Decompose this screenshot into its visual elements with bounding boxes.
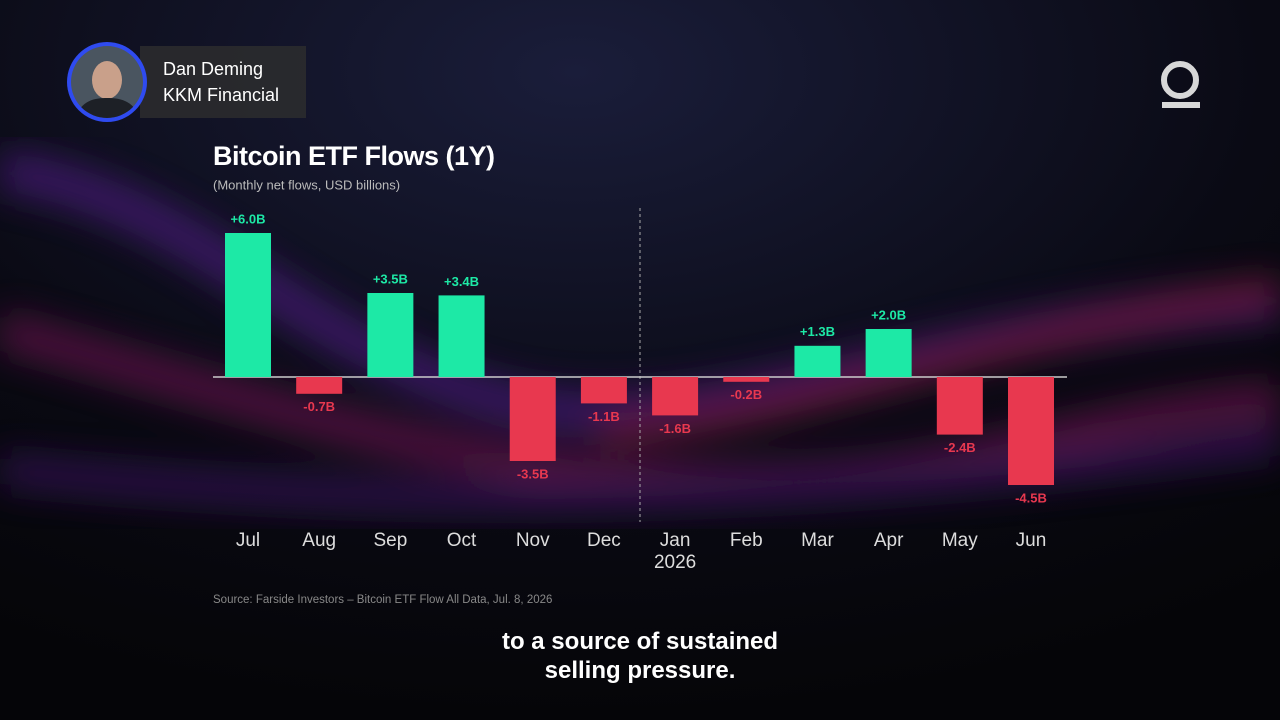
x-tick-label: Apr (873, 530, 904, 551)
value-label: -0.2B (730, 387, 762, 402)
bar (438, 295, 485, 377)
x-tick-label: Feb (729, 530, 763, 551)
x-tick-label: Mar (801, 530, 834, 551)
value-label: +3.4B (444, 274, 479, 289)
logo (1161, 61, 1200, 108)
speaker-name: Dan Deming (163, 59, 263, 79)
x-tick-label: Nov (515, 530, 550, 551)
x-tick-label: Jun (1015, 530, 1047, 551)
speaker-company: KKM Financial (163, 85, 279, 105)
bar (296, 377, 343, 394)
bar (580, 377, 627, 404)
x-tick-label: Aug (302, 530, 337, 551)
bar (1008, 377, 1054, 485)
value-label: +6.0B (230, 211, 265, 226)
bar (509, 377, 556, 461)
value-label: -4.5B (1015, 490, 1047, 505)
value-label: +2.0B (871, 307, 906, 322)
value-label: -1.6B (659, 421, 691, 436)
value-label: -0.7B (303, 399, 335, 414)
caption-line: selling pressure. (544, 657, 736, 684)
x-tick-label: May (941, 530, 978, 551)
value-label: -3.5B (517, 466, 549, 481)
value-label: -1.1B (588, 409, 620, 424)
bar (936, 377, 983, 435)
value-label: +1.3B (800, 324, 835, 339)
value-label: +3.5B (373, 271, 408, 286)
bar (652, 377, 699, 416)
bar (723, 377, 770, 382)
chart-source: Source: Farside Investors – Bitcoin ETF … (213, 594, 552, 606)
x-tick-label: Jan 2026 (653, 530, 697, 573)
x-tick-label: Oct (446, 530, 477, 551)
value-label: -2.4B (944, 440, 976, 455)
chart-title: Bitcoin ETF Flows (1Y) (213, 141, 495, 171)
caption-line: to a source of sustained (501, 628, 779, 655)
bar (865, 329, 912, 377)
bar (367, 293, 414, 377)
bar (794, 345, 841, 377)
x-tick-label: Jul (235, 530, 261, 551)
lower-third-box (140, 46, 306, 118)
x-tick-label: Sep (373, 530, 408, 551)
chart-subtitle: (Monthly net flows, USD billions) (213, 177, 400, 192)
bar (225, 233, 271, 377)
x-tick-label: Dec (587, 530, 621, 551)
